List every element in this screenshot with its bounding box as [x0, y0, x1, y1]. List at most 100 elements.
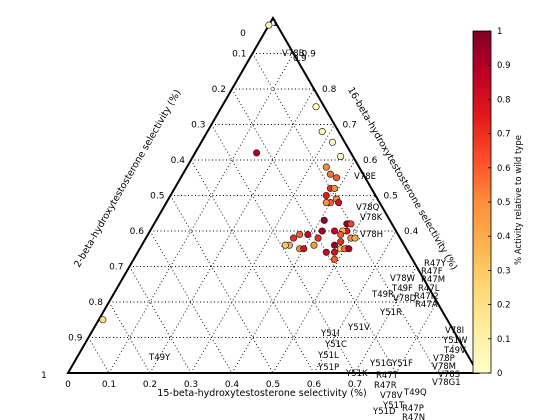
point-label: T49V: [443, 346, 466, 356]
point-label: Y51D: [372, 407, 396, 417]
grid-line: [354, 266, 417, 374]
right-tick-label: 0.7: [343, 121, 357, 131]
corner-label-top-left: 0: [240, 29, 246, 39]
data-point: [337, 152, 345, 161]
grid-line: [88, 337, 110, 374]
data-point: [322, 248, 330, 256]
grid-line: [129, 266, 192, 374]
data-point: [330, 184, 339, 192]
left-tick-label: 0.4: [171, 156, 186, 166]
data-point: [289, 234, 298, 242]
point-label: T49R: [371, 290, 394, 300]
data-point: [281, 241, 289, 249]
data-point: [330, 241, 339, 249]
right-tick-label: 0.8: [322, 85, 337, 95]
data-point: [351, 234, 359, 242]
bottom-tick-label: 0.2: [143, 380, 157, 390]
point-label: R47Y: [424, 259, 447, 269]
grid-line: [170, 195, 274, 374]
point-label: V78Q: [356, 203, 380, 213]
bottom-tick-label: 0.3: [184, 380, 198, 390]
point-label: R47F: [421, 267, 443, 277]
left-tick-label: 0.5: [150, 192, 164, 202]
right-tick-label: 0.4: [404, 227, 419, 237]
data-point: [326, 170, 334, 178]
right-tick-label: 0.9: [302, 50, 317, 60]
data-point: [335, 199, 343, 207]
left-tick-label: 0.3: [191, 121, 205, 131]
point-label: R47A: [415, 300, 438, 310]
data-point: [328, 138, 337, 146]
point-label: T49F: [391, 284, 413, 294]
left-tick-label: 0.7: [109, 263, 123, 273]
grid-line: [190, 124, 335, 374]
bottom-tick-label: 0.6: [307, 380, 322, 390]
data-point: [337, 231, 345, 239]
data-point: [300, 245, 308, 253]
triangle-frame: [66, 16, 480, 374]
colorbar-tick-label: 0: [497, 369, 502, 379]
point-label: V78S: [438, 370, 460, 380]
point-label: Y51C: [324, 340, 347, 350]
data-point: [253, 149, 261, 157]
right-tick-label: 0.5: [384, 192, 398, 202]
data-point: [347, 220, 355, 228]
bottom-tick-label: 0.1: [102, 380, 116, 390]
data-point: [314, 234, 322, 242]
point-label: Y51K: [345, 369, 368, 379]
point-label: 0.9: [293, 54, 307, 64]
data-point: [296, 231, 304, 239]
bottom-tick-label: 0.4: [225, 380, 240, 390]
data-point: [99, 316, 107, 324]
data-point: [322, 191, 330, 200]
colorbar-tick-label: 0.4: [497, 232, 511, 242]
data-point: [345, 245, 353, 253]
point-label: R47P: [402, 404, 424, 414]
data-point: [304, 231, 312, 239]
scatter-points: [99, 21, 359, 324]
point-label: Y51W: [442, 336, 468, 346]
data-point: [320, 216, 328, 224]
bottom-axis-ticks: 0 0.1 0.2 0.3 0.4 0.5 0.6 0.7: [65, 380, 362, 390]
grid-line: [149, 88, 315, 374]
point-label: R47T: [376, 371, 399, 381]
colorbar-tick-label: 0.8: [497, 95, 511, 105]
point-label: R47M: [421, 275, 445, 285]
left-tick-label: 0.2: [212, 85, 226, 95]
left-tick-label: 0.6: [130, 227, 145, 237]
colorbar-tick-label: 0.6: [497, 164, 511, 174]
grid-line: [231, 159, 356, 374]
grid-line: [231, 88, 397, 374]
right-axis-ticks: 0.9 0.8 0.7 0.6 0.5 0.4: [302, 50, 419, 238]
colorbar-tick-label: 0.3: [497, 266, 511, 276]
grid-line: [108, 53, 294, 374]
point-label: R47N: [402, 413, 425, 420]
colorbar-tick-label: 0.9: [497, 61, 511, 71]
data-point: [322, 199, 330, 207]
data-point: [265, 21, 273, 29]
ternary-grid: [88, 53, 458, 374]
point-label: Y51G: [369, 359, 393, 369]
left-axis-ticks: 0.1 0.2 0.3 0.4 0.5 0.6 0.7 0.8 0.9: [68, 50, 246, 344]
point-label: V78D: [393, 294, 417, 304]
grid-line: [272, 195, 376, 374]
colorbar-tick-label: 1: [497, 27, 502, 37]
bottom-axis-title: 15-beta-hydroxytestosterone selectivity …: [157, 388, 366, 399]
data-point: [318, 128, 326, 136]
right-tick-label: 0.6: [363, 156, 378, 166]
point-label: V78W: [390, 274, 416, 284]
bottom-tick-label: 0: [65, 380, 71, 390]
data-point: [337, 238, 345, 246]
left-tick-label: 0.8: [89, 298, 104, 308]
grid-line: [313, 230, 397, 374]
colorbar-tick-label: 0.5: [497, 198, 511, 208]
point-label: R47I2: [414, 292, 439, 302]
point-label: Y51V: [347, 323, 370, 333]
data-point: [330, 227, 339, 235]
bottom-tick-label: 0.5: [266, 380, 280, 390]
colorbar-tick-label: 0.1: [497, 335, 511, 345]
colorbar-tick-label: 0.2: [497, 301, 511, 311]
data-point: [310, 241, 318, 249]
